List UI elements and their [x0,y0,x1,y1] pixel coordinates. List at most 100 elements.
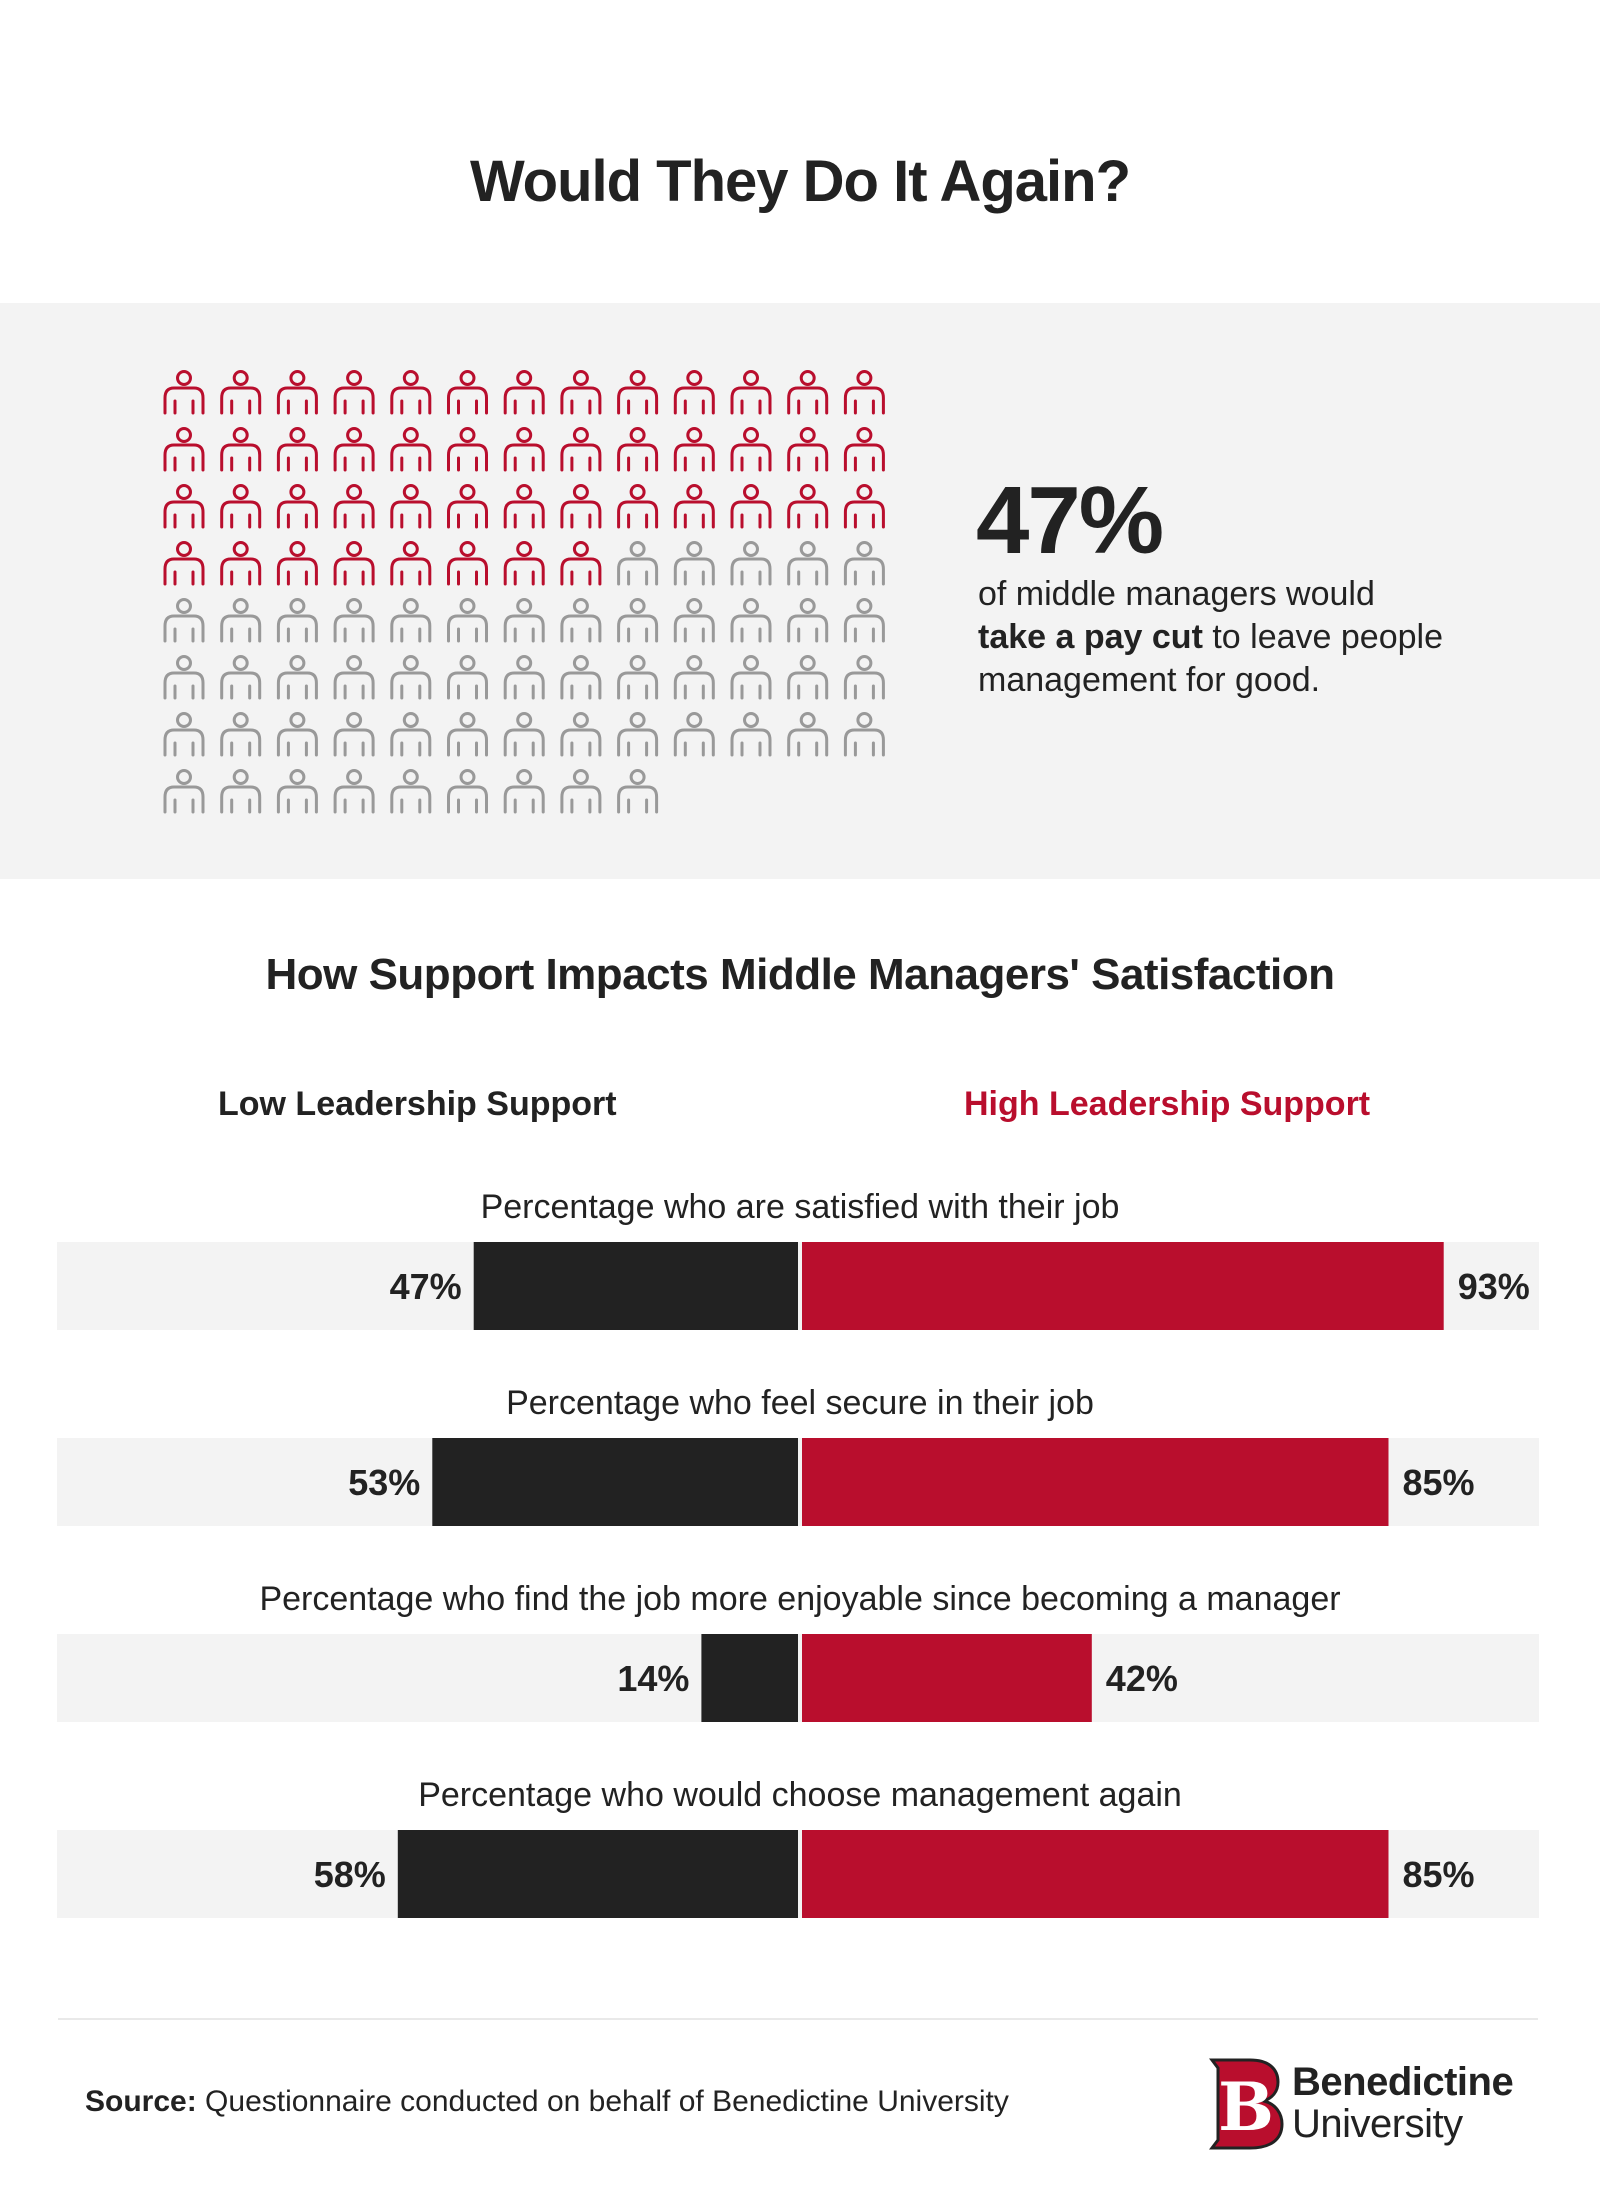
value-label-high: 42% [1106,1658,1178,1699]
value-label-high: 85% [1403,1462,1475,1503]
person-icon [276,370,318,415]
person-icon [673,370,715,415]
person-icon [163,598,205,643]
person-icon [843,541,885,586]
person-icon [730,427,772,472]
person-icon [787,712,829,757]
person-icon [390,484,432,529]
person-icon [560,370,602,415]
legend-low: Low Leadership Support [218,1085,617,1123]
person-icon [333,655,375,700]
person-icon [220,370,262,415]
bar-high [802,1830,1389,1918]
person-icon [276,712,318,757]
person-icon [843,598,885,643]
category-label: Percentage who are satisfied with their … [481,1188,1120,1226]
person-icon [447,541,488,586]
person-icon [390,427,432,472]
person-icon [843,712,885,757]
person-icon [843,655,885,700]
person-icon [673,598,715,643]
person-icon [560,484,602,529]
value-label-low: 58% [314,1854,386,1895]
stat-description: of middle managers would take a pay cut … [978,573,1538,702]
source-label: Source: [85,2085,197,2118]
person-icon [503,769,545,814]
source-text: Questionnaire conducted on behalf of Ben… [205,2085,1009,2118]
person-icon [787,484,829,529]
person-icon [560,598,602,643]
person-icon [163,712,205,757]
category-label: Percentage who find the job more enjoyab… [259,1580,1340,1618]
diverging-bar-chart: Percentage who are satisfied with their … [57,1188,1539,1918]
person-icon [617,427,659,472]
person-icon [843,427,885,472]
person-icon [843,370,885,415]
bar-low [432,1438,798,1526]
person-icon [220,427,262,472]
stat-text-after: to leave people management for good. [978,618,1443,699]
value-label-high: 85% [1403,1854,1475,1895]
person-icon [843,484,885,529]
person-icon [787,655,829,700]
person-icon [390,541,432,586]
person-icon [447,427,488,472]
person-icon [333,427,375,472]
person-icon [503,655,545,700]
person-icon [447,769,488,814]
person-icon [673,484,715,529]
person-icon [560,655,602,700]
bar-low [473,1242,798,1330]
person-icon [220,769,262,814]
person-icon [617,598,659,643]
person-icon [787,598,829,643]
logo-b-mark-icon: B [1209,2058,1284,2150]
person-icon [276,769,318,814]
category-label: Percentage who would choose management a… [418,1776,1182,1814]
person-icon [560,427,602,472]
person-icon [503,598,545,643]
person-icon [333,598,375,643]
people-waffle-chart [163,370,885,814]
person-icon [220,541,262,586]
person-icon [220,712,262,757]
person-icon [390,769,432,814]
person-icon [617,484,659,529]
source-note: Source: Questionnaire conducted on behal… [85,2085,1009,2119]
stat-panel: 47% of middle managers would take a pay … [0,303,1600,879]
person-icon [447,484,488,529]
logo-letter: B [1218,2068,1274,2146]
category-label: Percentage who feel secure in their job [506,1384,1094,1422]
bar-high [802,1242,1444,1330]
person-icon [333,541,375,586]
chart-title: How Support Impacts Middle Managers' Sat… [265,950,1335,999]
divider [58,2018,1538,2020]
person-icon [163,541,205,586]
person-icon [730,655,772,700]
person-icon [276,427,318,472]
person-icon [730,712,772,757]
person-icon [163,427,205,472]
person-icon [560,712,602,757]
person-icon [447,655,488,700]
person-icon [503,712,545,757]
value-label-low: 47% [390,1266,462,1307]
university-logo: B Benedictine University [1206,2052,1546,2152]
person-icon [220,484,262,529]
person-icon [787,541,829,586]
stat-text-bold: take a pay cut [978,618,1203,656]
value-label-low: 53% [348,1462,420,1503]
bar-high [802,1438,1389,1526]
page-title: Would They Do It Again? [469,149,1131,214]
person-icon [673,712,715,757]
person-icon [163,484,205,529]
person-icon [276,598,318,643]
person-icon [333,484,375,529]
person-icon [163,370,205,415]
person-icon [390,598,432,643]
person-icon [220,598,262,643]
person-icon [673,541,715,586]
value-label-low: 14% [617,1658,689,1699]
person-icon [333,370,375,415]
person-icon [220,655,262,700]
